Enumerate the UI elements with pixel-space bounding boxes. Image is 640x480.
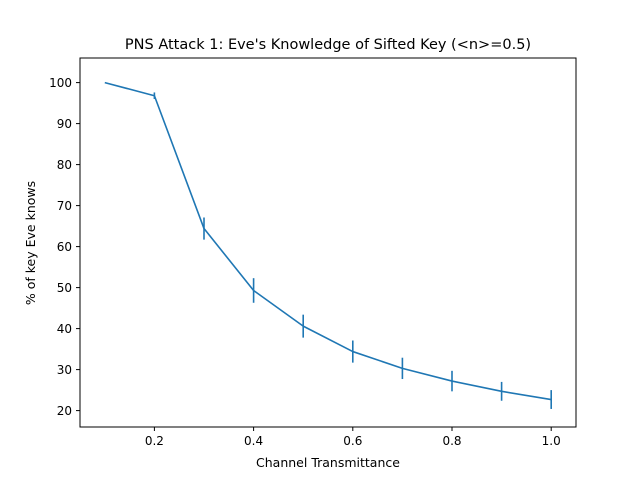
x-tick-label: 0.4 (244, 434, 263, 448)
x-tick-label: 0.2 (145, 434, 164, 448)
y-tick-label: 70 (57, 199, 72, 213)
y-tick-label: 20 (57, 404, 72, 418)
chart-title: PNS Attack 1: Eve's Knowledge of Sifted … (125, 37, 531, 53)
x-tick-label: 1.0 (542, 434, 561, 448)
y-tick-label: 30 (57, 363, 72, 377)
x-tick-label: 0.6 (343, 434, 362, 448)
y-axis-label: % of key Eve knows (23, 181, 38, 305)
plot-background (80, 58, 576, 427)
y-tick-label: 80 (57, 158, 72, 172)
plot-frame (79, 57, 577, 428)
y-tick-label: 100 (49, 76, 72, 90)
y-tick-label: 60 (57, 240, 72, 254)
x-tick-label: 0.8 (442, 434, 461, 448)
x-axis-label: Channel Transmittance (256, 455, 400, 470)
series-line (104, 81, 552, 401)
y-tick-label: 90 (57, 117, 72, 131)
y-tick-label: 50 (57, 281, 72, 295)
y-tick-label: 40 (57, 322, 72, 336)
